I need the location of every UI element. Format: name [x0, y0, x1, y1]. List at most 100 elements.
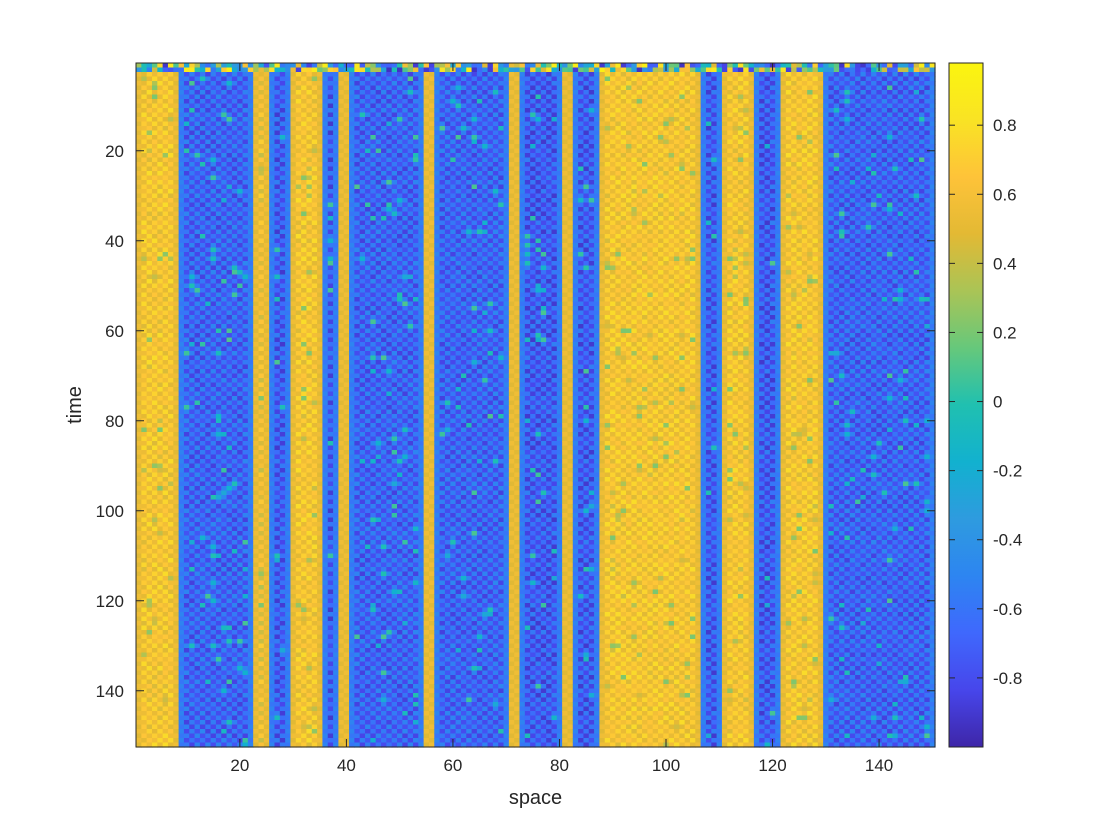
heatmap-cell	[263, 558, 270, 564]
heatmap-cell	[151, 157, 158, 163]
heatmap-cell	[151, 661, 158, 667]
heatmap-cell	[141, 306, 148, 312]
heatmap-cell	[253, 643, 260, 649]
heatmap-cell	[263, 657, 270, 663]
heatmap-cell	[269, 499, 276, 505]
heatmap-cell	[162, 724, 169, 730]
heatmap-cell	[258, 670, 265, 676]
heatmap-cell	[247, 409, 254, 415]
heatmap-cell	[173, 117, 180, 123]
heatmap-cell	[210, 274, 217, 280]
heatmap-cell	[247, 643, 254, 649]
heatmap-cell	[263, 409, 270, 415]
heatmap-cell	[146, 648, 153, 654]
heatmap-cell	[274, 67, 281, 73]
heatmap-cell	[136, 81, 142, 87]
heatmap-cell	[194, 85, 201, 91]
heatmap-cell	[199, 621, 206, 627]
heatmap-cell	[162, 135, 169, 141]
heatmap-cell	[285, 360, 292, 366]
heatmap-cell	[167, 625, 174, 631]
heatmap-cell	[167, 648, 174, 654]
heatmap-cell	[285, 733, 292, 739]
heatmap-cell	[263, 648, 270, 654]
heatmap-cell	[258, 225, 265, 231]
heatmap-cell	[173, 621, 180, 627]
heatmap-cell	[247, 274, 254, 280]
heatmap-cell	[237, 589, 244, 595]
heatmap-cell	[151, 459, 158, 465]
heatmap-cell	[199, 333, 206, 339]
heatmap-cell	[231, 274, 238, 280]
heatmap-cell	[258, 679, 265, 685]
heatmap-cell	[221, 711, 228, 717]
heatmap-cell	[221, 270, 228, 276]
heatmap-cell	[226, 85, 233, 91]
heatmap-cell	[242, 333, 249, 339]
heatmap-cell	[301, 301, 308, 307]
heatmap-cell	[247, 346, 254, 352]
heatmap-cell	[279, 216, 286, 222]
heatmap-cell	[301, 193, 308, 199]
heatmap-cell	[178, 283, 185, 289]
heatmap-cell	[199, 67, 206, 73]
heatmap-cell	[247, 319, 254, 325]
heatmap-cell	[231, 261, 238, 267]
heatmap-cell	[226, 135, 233, 141]
heatmap-cell	[247, 117, 254, 123]
heatmap-cell	[151, 531, 158, 537]
heatmap-cell	[215, 81, 222, 87]
heatmap-cell	[279, 202, 286, 208]
heatmap-cell	[295, 733, 302, 739]
heatmap-cell	[173, 292, 180, 298]
heatmap-cell	[226, 72, 233, 78]
heatmap-cell	[173, 270, 180, 276]
heatmap-cell	[189, 148, 196, 154]
heatmap-cell	[178, 297, 185, 303]
heatmap-cell	[199, 553, 206, 559]
heatmap-cell	[247, 657, 254, 663]
heatmap-cell	[301, 661, 308, 667]
heatmap-cell	[274, 90, 281, 96]
heatmap-cell	[263, 594, 270, 600]
heatmap-cell	[226, 495, 233, 501]
heatmap-cell	[237, 715, 244, 721]
heatmap-cell	[151, 522, 158, 528]
heatmap-cell	[136, 67, 142, 73]
heatmap-cell	[205, 508, 212, 514]
heatmap-cell	[141, 189, 148, 195]
heatmap-cell	[199, 675, 206, 681]
heatmap-cell	[258, 180, 265, 186]
heatmap-cell	[242, 558, 249, 564]
heatmap-cell	[237, 310, 244, 316]
heatmap-cell	[205, 225, 212, 231]
heatmap-cell	[295, 657, 302, 663]
heatmap-cell	[141, 414, 148, 420]
heatmap-cell	[290, 720, 297, 726]
heatmap-cell	[189, 409, 196, 415]
heatmap-cell	[231, 211, 238, 217]
heatmap-cell	[295, 144, 302, 150]
heatmap-cell	[242, 517, 249, 523]
heatmap-cell	[146, 706, 153, 712]
heatmap-cell	[226, 486, 233, 492]
heatmap-cell	[205, 207, 212, 213]
heatmap-cell	[167, 364, 174, 370]
heatmap-cell	[205, 612, 212, 618]
heatmap-cell	[173, 558, 180, 564]
heatmap-cell	[205, 720, 212, 726]
heatmap-cell	[136, 715, 142, 721]
heatmap-cell	[178, 616, 185, 622]
heatmap-cell	[242, 639, 249, 645]
heatmap-cell	[178, 117, 185, 123]
heatmap-cell	[253, 612, 260, 618]
heatmap-cell	[205, 598, 212, 604]
heatmap-cell	[295, 481, 302, 487]
heatmap-cell	[157, 90, 164, 96]
heatmap-cell	[242, 198, 249, 204]
heatmap-cell	[210, 571, 217, 577]
heatmap-cell	[162, 270, 169, 276]
heatmap-cell	[141, 117, 148, 123]
heatmap-cell	[194, 477, 201, 483]
heatmap-cell	[210, 315, 217, 321]
